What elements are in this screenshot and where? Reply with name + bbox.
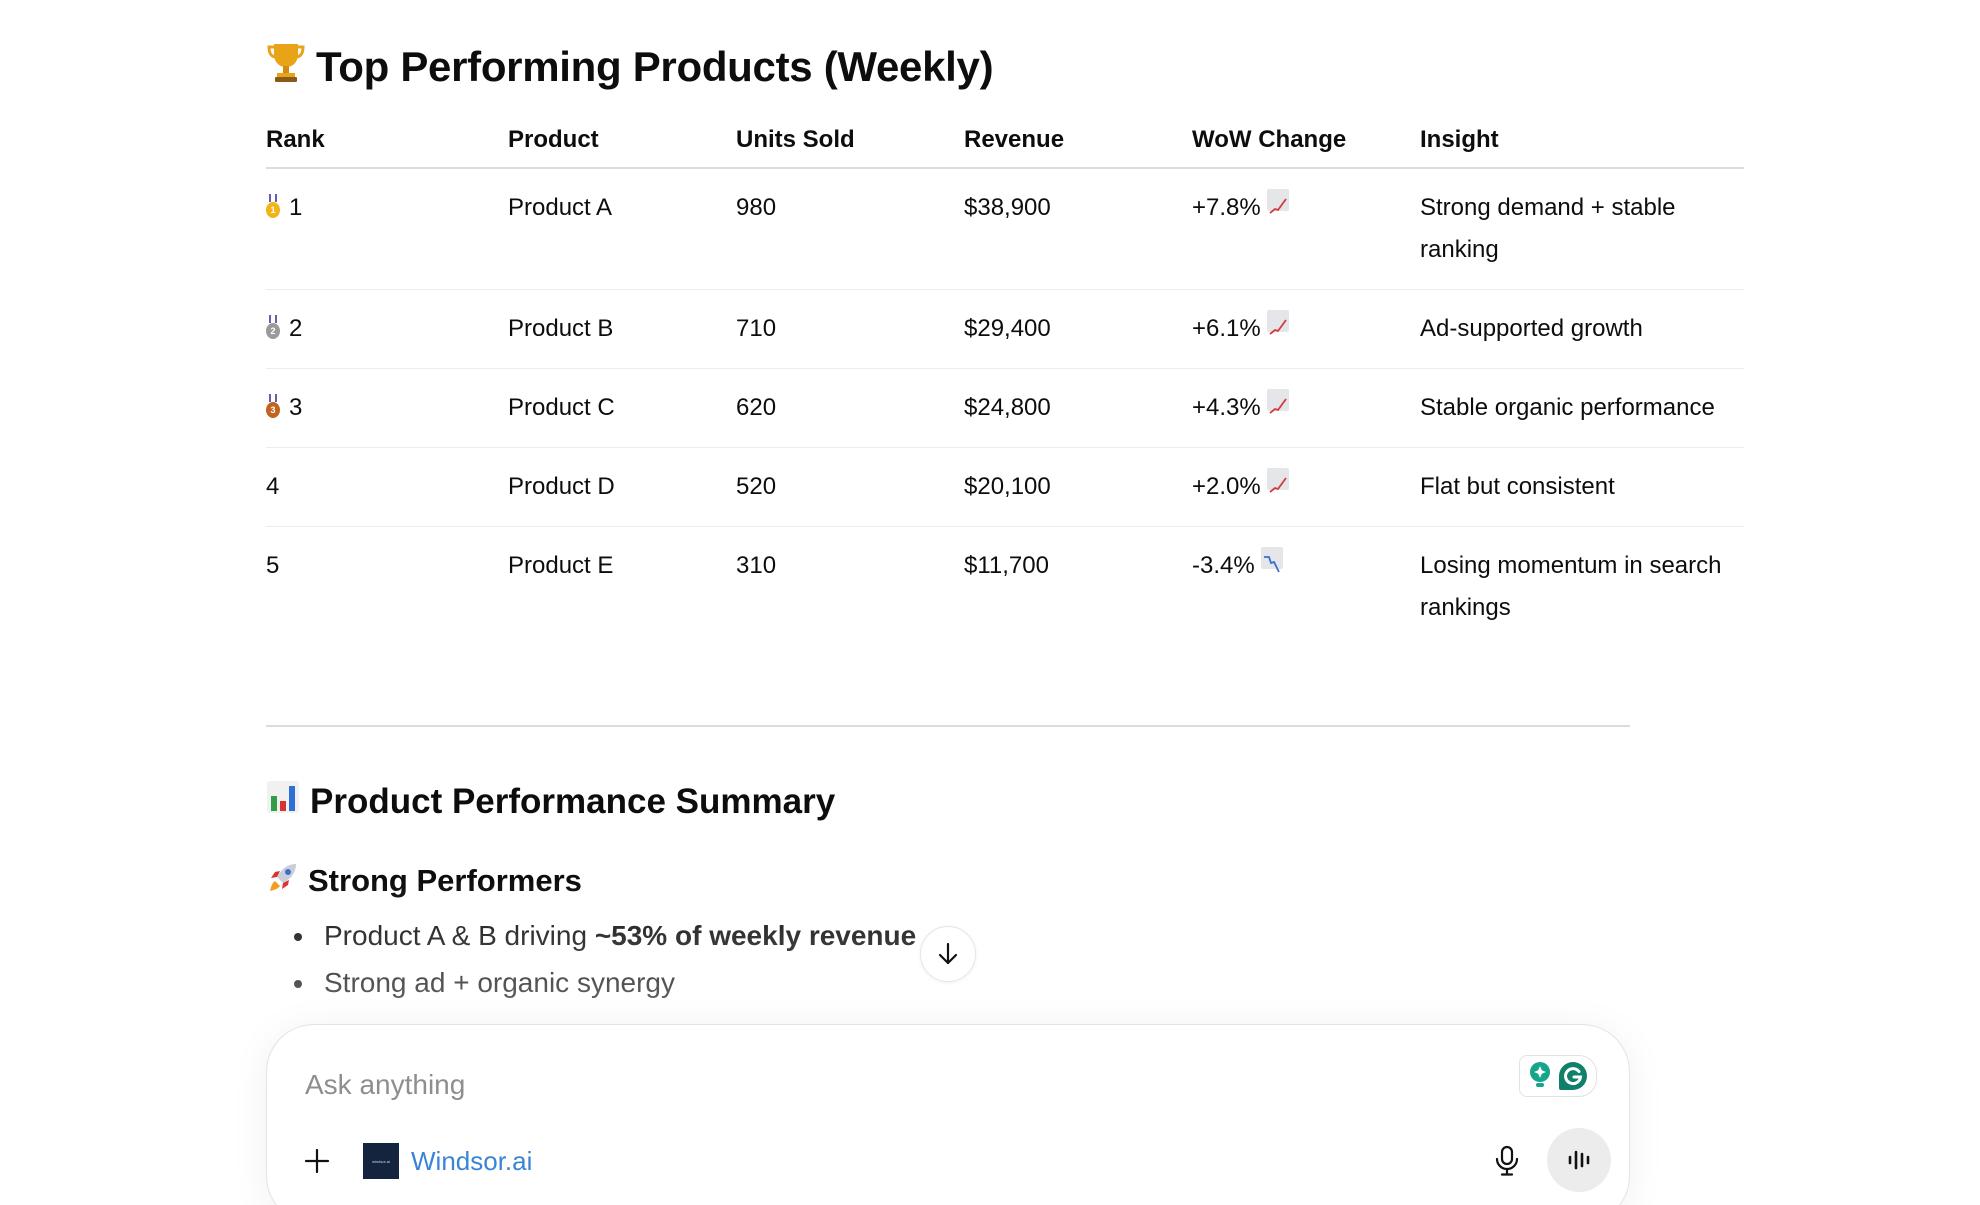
product-cell: Product A: [508, 168, 736, 290]
trophy-icon: [266, 40, 306, 94]
rank-cell: 4: [266, 447, 508, 527]
wow-cell: -3.4%: [1192, 527, 1420, 648]
wow-cell: +2.0%: [1192, 447, 1420, 527]
wow-cell: +4.3%: [1192, 368, 1420, 448]
windsor-logo-text: windsor.ai: [372, 1158, 390, 1164]
plus-icon: [304, 1148, 330, 1174]
grammarly-widget[interactable]: [1519, 1055, 1597, 1097]
windsor-connector-label: Windsor.ai: [411, 1145, 533, 1176]
silver-medal-icon: 2: [266, 315, 280, 339]
rank-cell: 5: [266, 527, 508, 648]
bullet-bold-text: ~53% of weekly revenue: [594, 920, 917, 951]
top-products-table: Rank Product Units Sold Revenue WoW Chan…: [266, 112, 1744, 647]
column-header-wow-change: WoW Change: [1192, 112, 1420, 169]
list-item: Product A & B driving ~53% of weekly rev…: [286, 912, 916, 959]
column-header-revenue: Revenue: [964, 112, 1192, 169]
table-header-row: Rank Product Units Sold Revenue WoW Chan…: [266, 112, 1744, 169]
revenue-cell: $29,400: [964, 289, 1192, 369]
units-cell: 620: [736, 368, 964, 448]
bullet-text: Strong ad + organic synergy: [324, 967, 675, 998]
section-title: Top Performing Products (Weekly): [266, 40, 994, 94]
microphone-icon: [1495, 1145, 1519, 1176]
gold-medal-icon: 1: [266, 194, 280, 218]
table-row: 4 Product D 520 $20,100 +2.0% Flat but c…: [266, 447, 1744, 527]
strong-performers-title: Strong Performers: [266, 860, 582, 902]
chart-decreasing-icon: [1260, 547, 1283, 573]
product-cell: Product C: [508, 368, 736, 448]
revenue-cell: $38,900: [964, 168, 1192, 290]
column-header-product: Product: [508, 112, 736, 169]
arrow-down-icon: [938, 942, 958, 965]
add-attachment-button[interactable]: [295, 1139, 339, 1183]
insight-cell: Strong demand + stable ranking: [1420, 168, 1744, 290]
rank-value: 2: [289, 315, 303, 342]
revenue-cell: $24,800: [964, 368, 1192, 448]
wow-value: +7.8%: [1192, 194, 1261, 221]
insight-cell: Flat but consistent: [1420, 447, 1744, 527]
chart-increasing-icon: [1266, 389, 1289, 414]
voice-mode-button[interactable]: [1547, 1128, 1611, 1192]
chart-increasing-icon: [1266, 468, 1289, 493]
rank-value: 3: [289, 394, 303, 421]
voice-waveform-icon: [1568, 1150, 1590, 1170]
table-row: 5 Product E 310 $11,700 -3.4% Losing mom…: [266, 527, 1744, 648]
chart-increasing-icon: [1266, 310, 1289, 335]
windsor-connector-chip[interactable]: windsor.ai Windsor.ai: [363, 1141, 532, 1181]
lightbulb-icon: [1530, 1062, 1550, 1087]
wow-value: +2.0%: [1192, 473, 1261, 500]
column-header-units-sold: Units Sold: [736, 112, 964, 169]
summary-title: Product Performance Summary: [266, 780, 835, 823]
units-cell: 520: [736, 447, 964, 527]
rank-value: 4: [266, 473, 280, 500]
wow-value: -3.4%: [1192, 552, 1255, 579]
units-cell: 710: [736, 289, 964, 369]
strong-performers-title-text: Strong Performers: [308, 863, 582, 898]
rank-value: 5: [266, 552, 280, 579]
grammarly-g-icon: [1559, 1062, 1587, 1090]
units-cell: 310: [736, 552, 777, 579]
chat-composer: windsor.ai Windsor.ai: [266, 1024, 1630, 1205]
revenue-cell: $11,700: [964, 552, 1049, 579]
units-cell: 980: [736, 168, 964, 290]
wow-cell: +7.8%: [1192, 168, 1420, 290]
wow-value: +4.3%: [1192, 394, 1261, 421]
prompt-input[interactable]: [305, 1055, 1465, 1115]
column-header-rank: Rank: [266, 112, 508, 169]
strong-performers-list: Product A & B driving ~53% of weekly rev…: [286, 912, 916, 1006]
bullet-text: Product A & B driving: [324, 920, 595, 951]
revenue-cell: $20,100: [964, 447, 1192, 527]
insight-cell: Losing momentum in search rankings: [1420, 552, 1722, 621]
insight-cell: Ad-supported growth: [1420, 289, 1744, 369]
dictate-button[interactable]: [1485, 1139, 1529, 1183]
chart-increasing-icon: [1266, 189, 1289, 214]
insight-cell: Stable organic performance: [1420, 368, 1744, 448]
bronze-medal-icon: 3: [266, 394, 280, 418]
wow-value: +6.1%: [1192, 315, 1261, 342]
column-header-insight: Insight: [1420, 112, 1744, 169]
bar-chart-icon: [266, 780, 300, 823]
rank-value: 1: [289, 194, 303, 221]
section-title-text: Top Performing Products (Weekly): [316, 43, 994, 90]
wow-cell: +6.1%: [1192, 289, 1420, 369]
summary-title-text: Product Performance Summary: [310, 781, 836, 821]
windsor-logo: windsor.ai: [363, 1143, 399, 1179]
product-cell: Product E: [508, 552, 614, 579]
rocket-icon: [266, 860, 300, 902]
list-item: Strong ad + organic synergy: [286, 959, 916, 1006]
product-cell: Product B: [508, 289, 736, 369]
product-cell: Product D: [508, 447, 736, 527]
section-divider: [266, 725, 1630, 727]
scroll-to-bottom-button[interactable]: [920, 926, 976, 982]
